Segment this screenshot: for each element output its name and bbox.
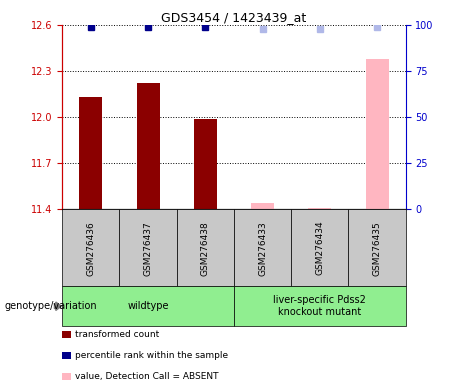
Bar [79, 97, 102, 209]
Text: wildtype: wildtype [127, 301, 169, 311]
Text: genotype/variation: genotype/variation [5, 301, 97, 311]
Text: GSM276433: GSM276433 [258, 221, 267, 276]
Bar [136, 83, 160, 209]
Text: GSM276438: GSM276438 [201, 221, 210, 276]
Text: GSM276436: GSM276436 [86, 221, 95, 276]
Bar [308, 208, 331, 209]
Text: GSM276435: GSM276435 [372, 221, 382, 276]
Text: liver-specific Pdss2
knockout mutant: liver-specific Pdss2 knockout mutant [273, 295, 366, 317]
Title: GDS3454 / 1423439_at: GDS3454 / 1423439_at [161, 11, 307, 24]
Text: GSM276437: GSM276437 [143, 221, 153, 276]
Text: transformed count: transformed count [75, 329, 160, 339]
Text: percentile rank within the sample: percentile rank within the sample [75, 351, 228, 360]
Text: value, Detection Call = ABSENT: value, Detection Call = ABSENT [75, 372, 219, 381]
Text: GSM276434: GSM276434 [315, 221, 325, 275]
Bar [251, 203, 274, 209]
Bar [366, 59, 389, 209]
Bar [194, 119, 217, 209]
